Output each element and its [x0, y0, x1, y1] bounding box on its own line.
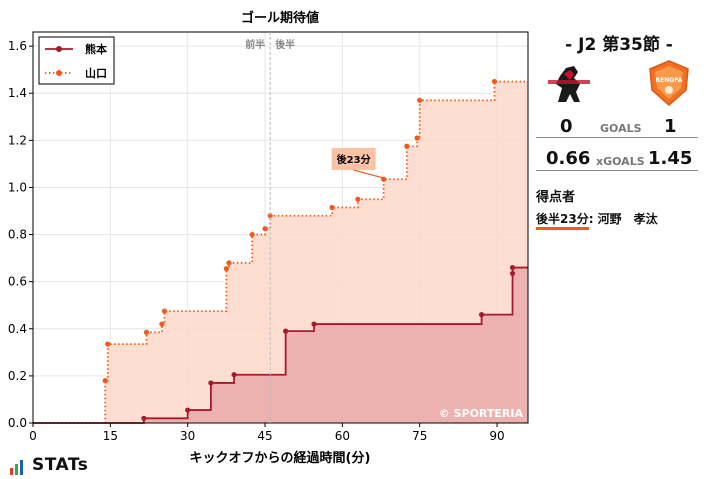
shot-point-away	[161, 308, 168, 314]
xg-row: 0.66 xGOALS 1.45	[534, 146, 700, 172]
y-tick-label: 0.2	[8, 369, 27, 383]
x-axis-label: キックオフからの経過時間(分)	[190, 450, 371, 466]
line-home	[33, 266, 528, 424]
shot-point-away	[102, 378, 108, 384]
shot-point-away	[414, 135, 420, 141]
legend: 熊本 山口	[38, 36, 115, 85]
legend-marker-away	[56, 70, 62, 76]
shot-point-away	[159, 321, 165, 327]
x-tick-label: 90	[489, 429, 504, 443]
goals-label: GOALS	[600, 122, 642, 135]
shot-point-home	[231, 372, 237, 378]
x-tick-label: 0	[29, 429, 37, 443]
shot-point-home	[478, 312, 485, 318]
xg-label: xGOALS	[596, 155, 645, 168]
y-tick-label: 1.6	[8, 39, 27, 53]
y-tick-label: 0.4	[8, 322, 27, 336]
first-half-label: 前半	[245, 38, 265, 51]
area-fills	[33, 81, 528, 423]
home-crest-icon	[548, 66, 590, 102]
svg-text:RENOFA: RENOFA	[656, 77, 683, 84]
legend-label-home: 熊本	[85, 42, 107, 56]
y-tick-label: 0.6	[8, 275, 27, 289]
goal-annotation: 後23分	[331, 148, 384, 179]
shot-point-away	[417, 97, 423, 103]
scorer-item: 後半23分: 河野 孝汰	[536, 210, 658, 230]
stats-logo-text: STATs	[32, 455, 89, 475]
shot-point-away	[404, 143, 410, 149]
shot-point-home	[141, 415, 147, 421]
home-xg: 0.66	[546, 148, 591, 169]
shot-point-home	[283, 328, 289, 334]
shot-point-away	[143, 329, 150, 335]
annotation-box	[331, 148, 376, 171]
area-home	[33, 267, 528, 423]
y-tick-label: 1.0	[8, 180, 27, 194]
shot-point-home	[208, 380, 214, 386]
shot-point-away	[355, 196, 361, 202]
annotation-pointer	[353, 169, 384, 179]
annotation-text: 後23分	[337, 153, 371, 166]
x-tick-label: 15	[103, 429, 118, 443]
match-title: - J2 第35節 -	[565, 35, 673, 55]
x-tick-label: 45	[257, 429, 272, 443]
y-tick-label: 1.2	[8, 133, 27, 147]
step-lines	[33, 80, 528, 424]
watermark: © SPORTERIA	[439, 407, 524, 420]
goals-row: 0 GOALS 1	[534, 116, 700, 138]
shot-point-away	[262, 226, 268, 232]
y-tick-label: 0.8	[8, 228, 27, 242]
y-tick-label: 0.0	[8, 416, 27, 430]
away-crest-icon: RENOFA	[649, 60, 689, 107]
away-goals: 1	[664, 116, 677, 137]
y-tick-label: 1.4	[8, 86, 27, 100]
shot-point-home	[185, 407, 191, 413]
shot-point-away	[491, 78, 498, 85]
chart-title: ゴール期待値	[241, 10, 319, 26]
shot-point-away	[226, 260, 232, 266]
legend-box	[38, 36, 115, 85]
home-goals: 0	[560, 116, 573, 137]
shot-point-away	[105, 341, 111, 347]
shot-point-home	[509, 264, 516, 271]
shot-point-away	[249, 231, 255, 238]
x-tick-label: 30	[180, 429, 195, 443]
x-tick-label: 60	[335, 429, 350, 443]
shot-point-away	[329, 204, 335, 211]
xg-divider	[536, 170, 698, 171]
goals-divider	[536, 137, 698, 138]
legend-marker-home	[56, 46, 62, 52]
scorer-name: : 河野 孝汰	[588, 212, 658, 226]
axis-ticks: 0 15 30 45 60 75 90 0.0 0.2 0.4 0.6 0.8 1.0 1.2 1.4 1.6	[8, 39, 505, 443]
shot-point-away	[223, 266, 229, 272]
legend-label-away: 山口	[85, 66, 107, 80]
plot-frame	[32, 31, 529, 424]
away-xg: 1.45	[648, 148, 693, 169]
scorers-heading: 得点者	[536, 190, 576, 205]
second-half-label: 後半	[275, 38, 295, 51]
shot-point-away	[267, 213, 273, 219]
shot-point-home	[509, 270, 516, 277]
scorer-time: 後半23分	[536, 212, 589, 230]
shot-point-home	[311, 321, 317, 327]
x-tick-label: 75	[412, 429, 427, 443]
